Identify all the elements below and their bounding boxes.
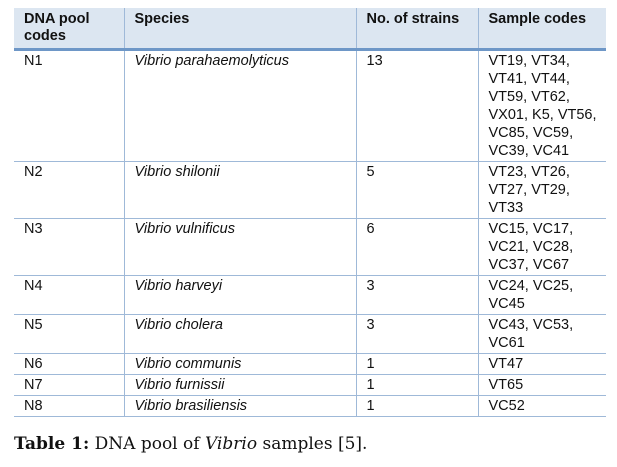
- header-species: Species: [123, 8, 356, 51]
- strain-count-cell: 3: [355, 275, 478, 315]
- pool-code-cell: N8: [14, 395, 124, 417]
- strain-count-cell: 1: [355, 395, 478, 417]
- sample-codes-cell: VT47: [477, 353, 606, 375]
- strain-count-cell: 1: [355, 374, 478, 396]
- table-caption: Table 1: DNA pool of Vibrio samples [5].: [14, 434, 367, 454]
- species-cell: Vibrio brasiliensis: [123, 395, 356, 417]
- table-row: N3 Vibrio vulnificus 6 VC15, VC17, VC21,…: [14, 218, 606, 276]
- sample-codes-cell: VC52: [477, 395, 606, 417]
- pool-code-cell: N7: [14, 374, 124, 396]
- strain-count-cell: 13: [355, 49, 478, 162]
- table-container: DNA pool codes Species No. of strains Sa…: [14, 8, 606, 417]
- sample-codes-cell: VC43, VC53, VC61: [477, 314, 606, 354]
- vibrio-dna-pool-table: DNA pool codes Species No. of strains Sa…: [14, 8, 606, 417]
- sample-codes-cell: VT19, VT34, VT41, VT44, VT59, VT62, VX01…: [477, 49, 606, 162]
- pool-code-cell: N6: [14, 353, 124, 375]
- header-pool-codes: DNA pool codes: [14, 8, 124, 51]
- species-cell: Vibrio harveyi: [123, 275, 356, 315]
- strain-count-cell: 3: [355, 314, 478, 354]
- sample-codes-cell: VC15, VC17, VC21, VC28, VC37, VC67: [477, 218, 606, 276]
- table-row: N2 Vibrio shilonii 5 VT23, VT26, VT27, V…: [14, 161, 606, 219]
- caption-text-after: samples [5].: [257, 434, 368, 454]
- pool-code-cell: N3: [14, 218, 124, 276]
- table-row: N6 Vibrio communis 1 VT47: [14, 353, 606, 375]
- table-header-row: DNA pool codes Species No. of strains Sa…: [14, 8, 606, 51]
- species-cell: Vibrio communis: [123, 353, 356, 375]
- species-cell: Vibrio parahaemolyticus: [123, 49, 356, 162]
- pool-code-cell: N4: [14, 275, 124, 315]
- header-strain-count: No. of strains: [355, 8, 478, 51]
- strain-count-cell: 1: [355, 353, 478, 375]
- pool-code-cell: N2: [14, 161, 124, 219]
- strain-count-cell: 6: [355, 218, 478, 276]
- strain-count-cell: 5: [355, 161, 478, 219]
- caption-genus: Vibrio: [204, 434, 258, 454]
- sample-codes-cell: VT65: [477, 374, 606, 396]
- table-row: N4 Vibrio harveyi 3 VC24, VC25, VC45: [14, 275, 606, 315]
- species-cell: Vibrio furnissii: [123, 374, 356, 396]
- species-cell: Vibrio vulnificus: [123, 218, 356, 276]
- pool-code-cell: N1: [14, 49, 124, 162]
- caption-label: Table 1:: [14, 434, 90, 454]
- header-sample-codes: Sample codes: [477, 8, 606, 51]
- table-row: N8 Vibrio brasiliensis 1 VC52: [14, 395, 606, 417]
- pool-code-cell: N5: [14, 314, 124, 354]
- sample-codes-cell: VC24, VC25, VC45: [477, 275, 606, 315]
- table-row: N1 Vibrio parahaemolyticus 13 VT19, VT34…: [14, 49, 606, 162]
- species-cell: Vibrio cholera: [123, 314, 356, 354]
- table-row: N7 Vibrio furnissii 1 VT65: [14, 374, 606, 396]
- sample-codes-cell: VT23, VT26, VT27, VT29, VT33: [477, 161, 606, 219]
- caption-text-before: DNA pool of: [89, 434, 205, 454]
- species-cell: Vibrio shilonii: [123, 161, 356, 219]
- table-row: N5 Vibrio cholera 3 VC43, VC53, VC61: [14, 314, 606, 354]
